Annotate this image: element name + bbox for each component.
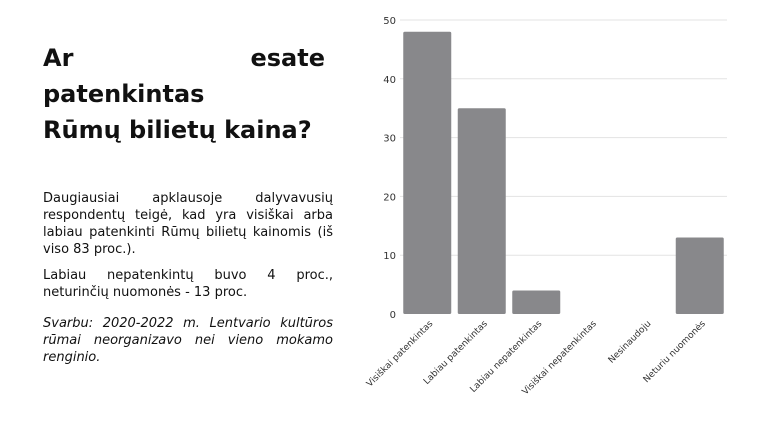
title-line-1: Ar esate patenkintas bbox=[43, 44, 325, 108]
y-tick-label: 10 bbox=[383, 251, 396, 262]
title-line-2: Rūmų bilietų kaina? bbox=[43, 116, 312, 144]
bar-2 bbox=[512, 290, 561, 314]
y-tick-label: 30 bbox=[383, 134, 396, 145]
y-tick-label: 0 bbox=[390, 310, 396, 321]
chart-bars bbox=[403, 31, 724, 314]
bar-0 bbox=[403, 31, 452, 314]
summary-text: Daugiausiai apklausoje dalyvavusių respo… bbox=[43, 191, 333, 257]
chart-y-axis: 0 10 20 30 40 50 bbox=[383, 16, 396, 321]
y-tick-label: 50 bbox=[383, 16, 396, 27]
y-tick-label: 40 bbox=[383, 75, 396, 86]
x-tick-label: Neturiu nuomonės bbox=[642, 319, 708, 385]
slide-title: Ar esate patenkintas Rūmų bilietų kaina? bbox=[43, 40, 343, 148]
y-tick-label: 20 bbox=[383, 192, 396, 203]
bar-1 bbox=[457, 108, 506, 314]
x-tick-label: Nesinaudoju bbox=[607, 319, 654, 366]
summary-paragraph: Daugiausiai apklausoje dalyvavusių respo… bbox=[43, 190, 333, 258]
details-text: Labiau nepatenkintų buvo 4 proc., neturi… bbox=[43, 268, 333, 300]
chart-gridlines bbox=[400, 19, 727, 256]
note-paragraph: Svarbu: 2020-2022 m. Lentvario kultūros … bbox=[43, 315, 333, 366]
note-text: Svarbu: 2020-2022 m. Lentvario kultūros … bbox=[43, 316, 333, 365]
details-paragraph: Labiau nepatenkintų buvo 4 proc., neturi… bbox=[43, 267, 333, 301]
bar-5 bbox=[675, 237, 724, 314]
